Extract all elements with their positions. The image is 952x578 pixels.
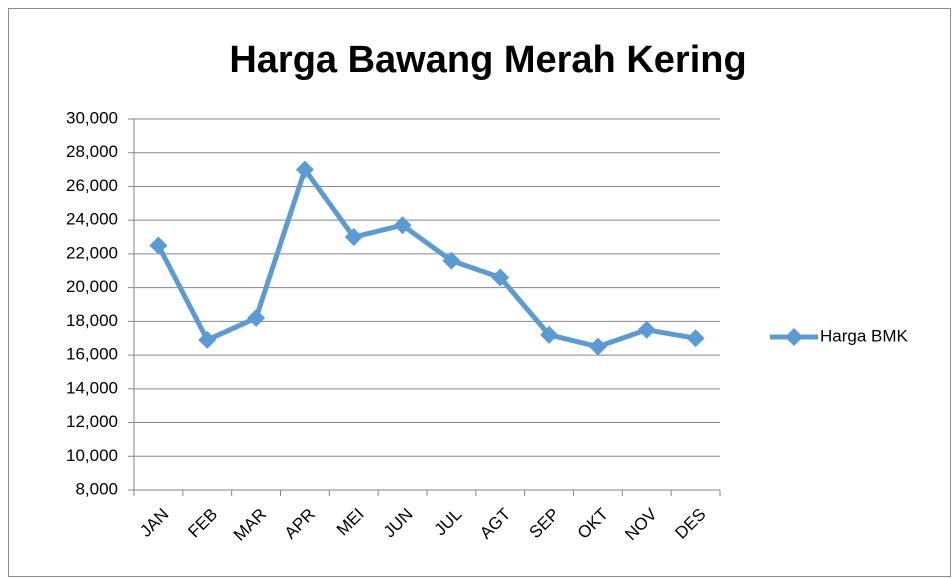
y-tick-label: 22,000 (66, 243, 118, 262)
point-marker (686, 329, 705, 348)
point-marker (491, 268, 510, 287)
point-marker (540, 325, 559, 344)
point-marker (247, 308, 266, 327)
point-marker (198, 330, 217, 349)
chart-title: Harga Bawang Merah Kering (229, 39, 746, 81)
y-tick-label: 10,000 (66, 446, 118, 465)
chart-frame (8, 8, 951, 577)
y-tick-label: 20,000 (66, 277, 118, 296)
y-tick-label: 14,000 (66, 378, 118, 397)
y-tick-label: 18,000 (66, 311, 118, 330)
legend-marker (785, 328, 803, 346)
y-tick-label: 30,000 (66, 108, 118, 127)
y-tick-label: 16,000 (66, 345, 118, 364)
y-tick-label: 12,000 (66, 412, 118, 431)
y-tick-label: 28,000 (66, 142, 118, 161)
y-tick-label: 26,000 (66, 176, 118, 195)
y-tick-label: 8,000 (75, 479, 118, 498)
point-marker (637, 320, 656, 339)
legend-label: Harga BMK (820, 326, 909, 345)
line-series (156, 167, 697, 350)
point-marker (149, 236, 168, 255)
point-marker (295, 160, 314, 179)
point-marker (344, 228, 363, 247)
point-marker (393, 216, 412, 235)
point-marker (442, 251, 461, 270)
point-marker (588, 337, 607, 356)
y-tick-label: 24,000 (66, 210, 118, 229)
